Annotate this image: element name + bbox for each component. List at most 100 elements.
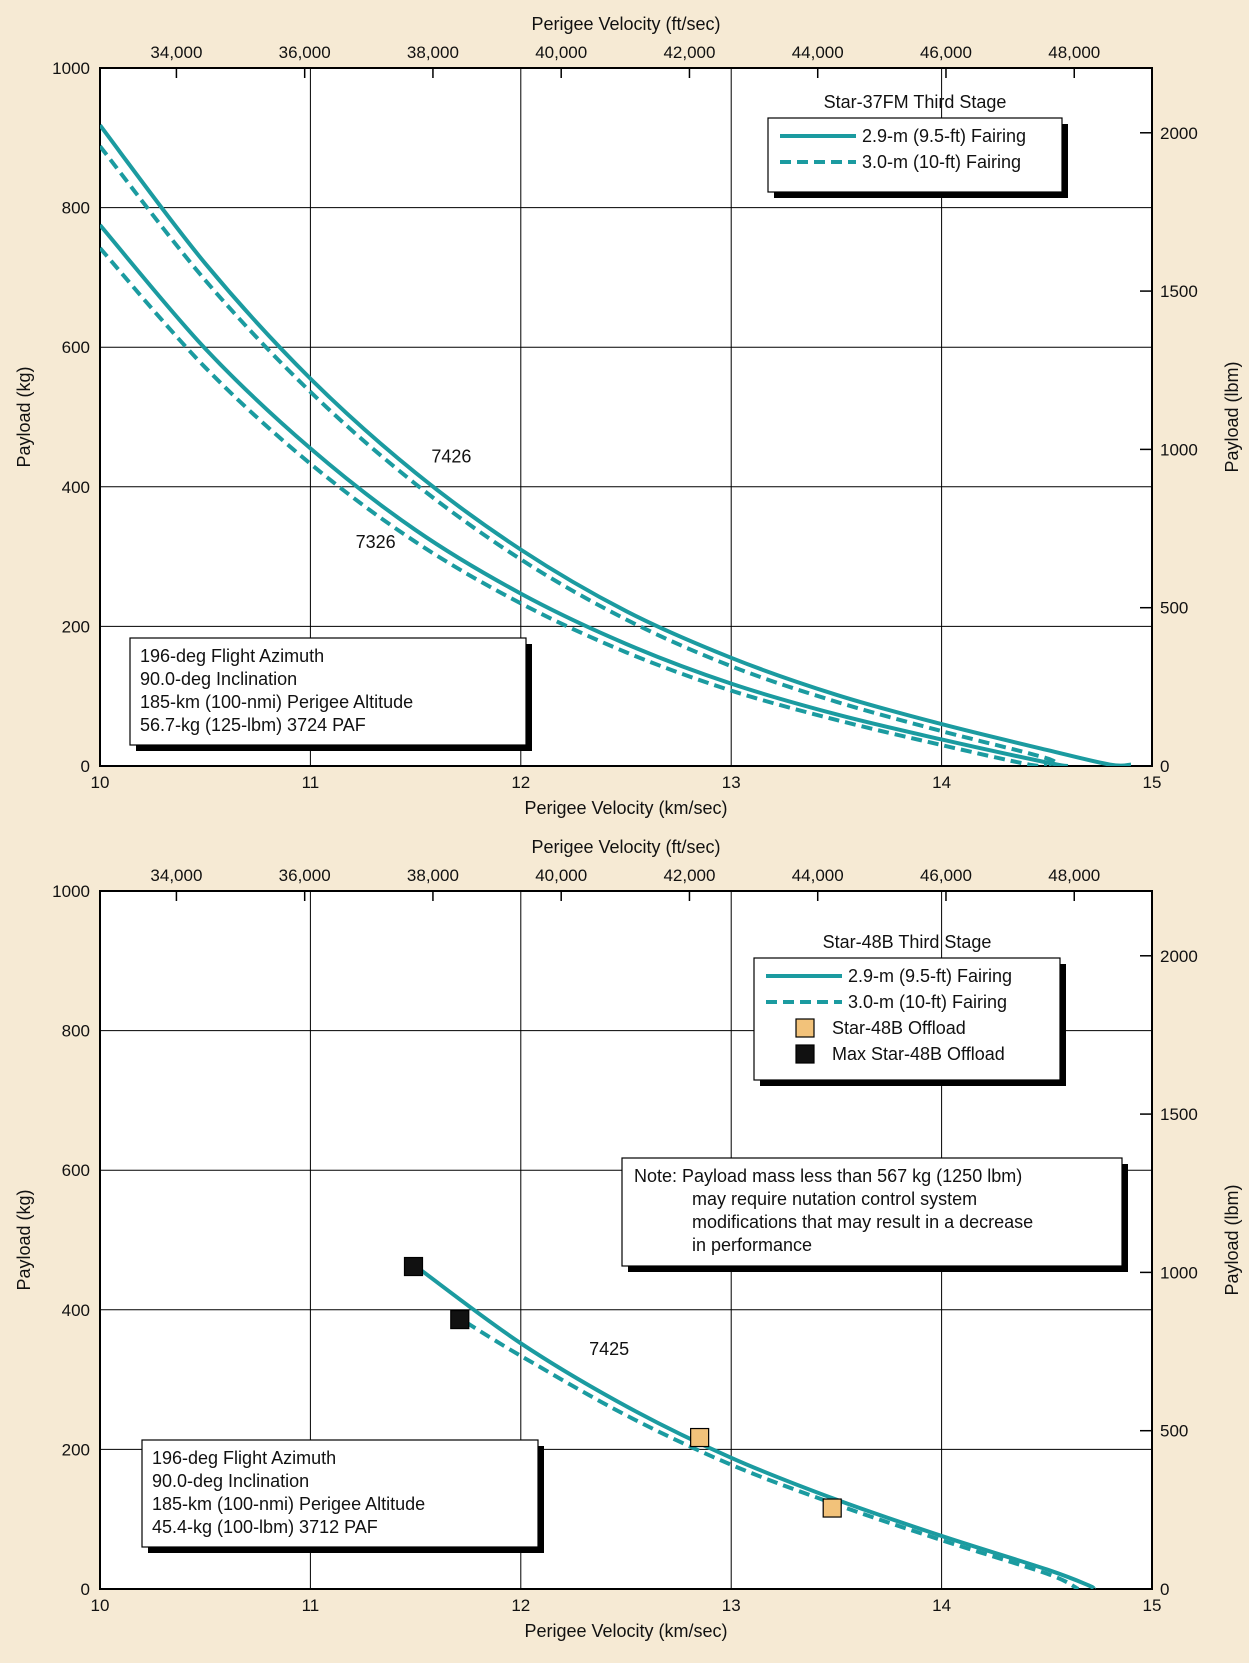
x-axis-label: Perigee Velocity (km/sec) xyxy=(524,1621,727,1641)
plot-frame xyxy=(99,890,1153,1590)
annotation-line: 56.7-kg (125-lbm) 3724 PAF xyxy=(140,715,366,735)
y-axis-label: Payload (kg) xyxy=(14,366,34,467)
x-tick-label: 14 xyxy=(932,773,951,792)
x2-tick-label: 34,000 xyxy=(150,43,202,62)
note-line: Note: Payload mass less than 567 kg (125… xyxy=(634,1166,1022,1186)
legend-entry-label: Max Star-48B Offload xyxy=(832,1044,1005,1064)
x2-tick-label: 42,000 xyxy=(663,43,715,62)
x2-tick-label: 48,000 xyxy=(1048,866,1100,885)
x-tick-label: 14 xyxy=(932,1596,951,1615)
legend-box xyxy=(767,117,1063,193)
y-tick-label: 600 xyxy=(62,338,90,357)
x2-tick-label: 42,000 xyxy=(663,866,715,885)
y2-tick-label: 0 xyxy=(1160,757,1169,776)
series-7326-solid xyxy=(100,223,1069,766)
y-tick-label: 400 xyxy=(62,478,90,497)
annotation-line: 196-deg Flight Azimuth xyxy=(152,1448,336,1468)
y-tick-label: 0 xyxy=(81,1580,90,1599)
legend-entry-label: 3.0-m (10-ft) Fairing xyxy=(862,152,1021,172)
x2-tick-label: 36,000 xyxy=(279,866,331,885)
x2-tick-label: 46,000 xyxy=(920,866,972,885)
y-tick-label: 600 xyxy=(62,1161,90,1180)
note-line: modifications that may result in a decre… xyxy=(692,1212,1033,1232)
series-7426-dashed xyxy=(100,144,1058,766)
x2-tick-label: 40,000 xyxy=(535,866,587,885)
y-tick-label: 1000 xyxy=(52,59,90,78)
y-tick-label: 200 xyxy=(62,617,90,636)
legend-title: Star-37FM Third Stage xyxy=(824,92,1007,112)
x2-axis-label: Perigee Velocity (ft/sec) xyxy=(531,837,720,857)
legend-swatch-offload xyxy=(795,1018,815,1038)
y2-tick-label: 500 xyxy=(1160,1422,1188,1441)
x-tick-label: 15 xyxy=(1143,773,1162,792)
annotation-line: 45.4-kg (100-lbm) 3712 PAF xyxy=(152,1517,378,1537)
x2-tick-label: 38,000 xyxy=(407,866,459,885)
y-tick-label: 200 xyxy=(62,1440,90,1459)
x2-tick-label: 48,000 xyxy=(1048,43,1100,62)
y-tick-label: 1000 xyxy=(52,882,90,901)
y-tick-label: 0 xyxy=(81,757,90,776)
x-tick-label: 13 xyxy=(722,1596,741,1615)
annotation-box xyxy=(129,637,527,746)
x-tick-label: 11 xyxy=(302,773,320,792)
plot-frame xyxy=(99,67,1153,767)
y2-tick-label: 2000 xyxy=(1160,947,1198,966)
offload-marker xyxy=(690,1427,710,1448)
y2-tick-label: 1000 xyxy=(1160,440,1198,459)
y2-tick-label: 2000 xyxy=(1160,124,1198,143)
x-tick-label: 15 xyxy=(1143,1596,1162,1615)
series-7326-dashed xyxy=(100,246,1047,766)
y2-tick-label: 1000 xyxy=(1160,1263,1198,1282)
max-offload-marker xyxy=(450,1309,470,1330)
x-axis-label: Perigee Velocity (km/sec) xyxy=(524,798,727,818)
offload-marker xyxy=(822,1498,842,1518)
x2-tick-label: 40,000 xyxy=(535,43,587,62)
annotation-line: 196-deg Flight Azimuth xyxy=(140,646,324,666)
y2-tick-label: 1500 xyxy=(1160,1105,1198,1124)
y2-tick-label: 1500 xyxy=(1160,282,1198,301)
x-tick-label: 12 xyxy=(511,1596,530,1615)
legend-entry-label: 3.0-m (10-ft) Fairing xyxy=(848,992,1007,1012)
y-tick-label: 800 xyxy=(62,1022,90,1041)
note-line: may require nutation control system xyxy=(692,1189,977,1209)
legend-swatch-max_offload xyxy=(795,1044,815,1064)
note-box xyxy=(621,1157,1123,1267)
curve-label: 7425 xyxy=(589,1339,629,1359)
y-tick-label: 800 xyxy=(62,199,90,218)
y2-tick-label: 500 xyxy=(1160,599,1188,618)
y2-tick-label: 0 xyxy=(1160,1580,1169,1599)
series-group xyxy=(418,1267,1096,1589)
annotation-line: 90.0-deg Inclination xyxy=(152,1471,309,1491)
curve-label: 7426 xyxy=(431,446,471,466)
legend-entry-label: Star-48B Offload xyxy=(832,1018,966,1038)
x2-tick-label: 38,000 xyxy=(407,43,459,62)
y-tick-label: 400 xyxy=(62,1301,90,1320)
series-7426-solid xyxy=(100,124,1132,766)
max-offload-marker xyxy=(403,1256,424,1277)
y-axis-label: Payload (kg) xyxy=(14,1189,34,1290)
note-line: in performance xyxy=(692,1235,812,1255)
x-tick-label: 11 xyxy=(302,1596,320,1615)
x2-tick-label: 36,000 xyxy=(279,43,331,62)
x2-tick-label: 44,000 xyxy=(792,866,844,885)
curve-label: 7326 xyxy=(356,532,396,552)
x2-tick-label: 44,000 xyxy=(792,43,844,62)
legend-entry-label: 2.9-m (9.5-ft) Fairing xyxy=(862,126,1026,146)
x-tick-label: 10 xyxy=(91,1596,110,1615)
x2-axis-label: Perigee Velocity (ft/sec) xyxy=(531,14,720,34)
x-tick-label: 13 xyxy=(722,773,741,792)
x2-tick-label: 34,000 xyxy=(150,866,202,885)
x-tick-label: 10 xyxy=(91,773,110,792)
annotation-box xyxy=(141,1439,539,1548)
series-7425-dashed xyxy=(465,1320,1080,1589)
series-group xyxy=(100,124,1132,766)
legend-entry-label: 2.9-m (9.5-ft) Fairing xyxy=(848,966,1012,986)
y2-axis-label: Payload (lbm) xyxy=(1222,1184,1242,1295)
y2-axis-label: Payload (lbm) xyxy=(1222,361,1242,472)
annotation-line: 185-km (100-nmi) Perigee Altitude xyxy=(140,692,413,712)
series-7425-solid xyxy=(418,1267,1096,1589)
